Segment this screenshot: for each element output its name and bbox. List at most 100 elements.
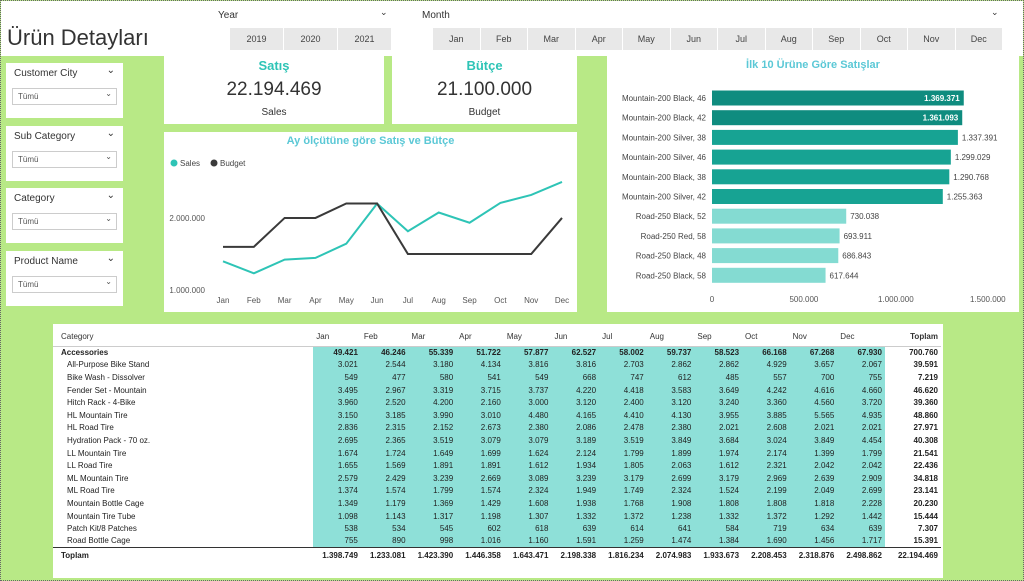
x-tick-label: Jul: [403, 296, 413, 305]
table-row[interactable]: Hitch Rack - 4-Bike3.9602.5204.2002.1603…: [53, 396, 941, 409]
table-cell: ML Mountain Tire: [53, 472, 313, 485]
table-row[interactable]: Mountain Tire Tube1.0981.1431.3171.1981.…: [53, 510, 941, 523]
table-cell: Bike Wash - Dissolver: [53, 371, 313, 384]
slicer-button[interactable]: Sep: [813, 28, 860, 50]
header-cell: Jun: [551, 328, 599, 346]
table-cell: 3.684: [694, 434, 742, 447]
legend-label: Budget: [220, 159, 246, 168]
table-row[interactable]: Bike Wash - Dissolver5494775805415496687…: [53, 371, 941, 384]
table-cell: 1.974: [694, 447, 742, 460]
slicer-button[interactable]: 2021: [338, 28, 391, 50]
slicer-button[interactable]: Jul: [718, 28, 765, 50]
table-row[interactable]: ML Mountain Tire2.5792.4293.2392.6693.08…: [53, 472, 941, 485]
dropdown-arrow: ⌄: [105, 152, 112, 161]
slicer-button[interactable]: Dec: [956, 28, 1003, 50]
table-cell: 1.717: [837, 535, 885, 548]
filter-dropdown[interactable]: Tümü⌄: [12, 213, 117, 230]
table-cell: 3.079: [456, 434, 504, 447]
table-cell: 1.624: [504, 447, 552, 460]
table-row[interactable]: LL Road Tire1.6551.5691.8911.8911.6121.9…: [53, 459, 941, 472]
y-tick-label: Mountain-200 Silver, 46: [622, 153, 707, 162]
table-cell: 3.495: [313, 384, 361, 397]
page-title: Ürün Detayları: [7, 25, 149, 51]
table-cell: Patch Kit/8 Patches: [53, 522, 313, 535]
table-cell: 1.317: [409, 510, 457, 523]
table-cell: 3.649: [694, 384, 742, 397]
table-row[interactable]: Hydration Pack - 70 oz.2.6952.3653.5193.…: [53, 434, 941, 447]
slicer-button[interactable]: May: [623, 28, 670, 50]
chart-title: İlk 10 Ürüne Göre Satışlar: [746, 58, 881, 71]
slicer-button[interactable]: Mar: [528, 28, 575, 50]
slicer-arrow: ⌄: [991, 7, 999, 18]
table-cell: 58.002: [599, 346, 647, 359]
filter-dropdown[interactable]: Tümü⌄: [12, 276, 117, 293]
table-row[interactable]: HL Mountain Tire3.1503.1853.9903.0104.48…: [53, 409, 941, 422]
table-cell: 602: [456, 522, 504, 535]
slicer-button[interactable]: 2020: [284, 28, 337, 50]
legend-marker: [171, 160, 178, 167]
table-row[interactable]: Road Bottle Cage7558909981.0161.1601.591…: [53, 535, 941, 548]
slicer-button[interactable]: Jun: [671, 28, 718, 50]
x-tick-label: Mar: [278, 296, 292, 305]
table-cell: 2.862: [694, 359, 742, 372]
table-cell: 48.860: [885, 409, 941, 422]
table-cell: 2.478: [599, 422, 647, 435]
table-row[interactable]: LL Mountain Tire1.6741.7241.6491.6991.62…: [53, 447, 941, 460]
table-cell: 55.339: [409, 346, 457, 359]
header-row: CategoryJanFebMarAprMayJunJulAugSepOctNo…: [53, 328, 941, 346]
filter-dropdown[interactable]: Tümü⌄: [12, 88, 117, 105]
table-cell: 2.324: [647, 485, 695, 498]
slicer-button[interactable]: Oct: [861, 28, 908, 50]
table-cell: 1.799: [409, 485, 457, 498]
table-cell: 1.655: [313, 459, 361, 472]
table-cell: 3.715: [456, 384, 504, 397]
table-row[interactable]: ML Road Tire1.3741.5741.7991.5742.3241.9…: [53, 485, 941, 498]
table-cell: 7.307: [885, 522, 941, 535]
slicer-button[interactable]: Feb: [481, 28, 528, 50]
table-cell: 3.000: [504, 396, 552, 409]
x-tick-label: 1.500.000: [970, 295, 1006, 304]
table-row[interactable]: All-Purpose Bike Stand3.0212.5443.1804.1…: [53, 359, 941, 372]
table-cell: 2.324: [504, 485, 552, 498]
table-cell: 3.519: [409, 434, 457, 447]
table-cell: 2.969: [742, 472, 790, 485]
table-cell: 1.938: [551, 497, 599, 510]
table-cell: 20.230: [885, 497, 941, 510]
table-cell: 3.239: [409, 472, 457, 485]
table-cell: Mountain Bottle Cage: [53, 497, 313, 510]
slicer-button[interactable]: Nov: [908, 28, 955, 50]
table-cell: 1.143: [361, 510, 409, 523]
slicer-button[interactable]: Jan: [433, 28, 480, 50]
bar: [712, 130, 958, 145]
table-cell: 58.523: [694, 346, 742, 359]
bar: [712, 248, 838, 263]
table-cell: 1.891: [456, 459, 504, 472]
table-cell: 1.369: [409, 497, 457, 510]
table-row[interactable]: Fender Set - Mountain3.4952.9673.3193.71…: [53, 384, 941, 397]
table-cell: 5.565: [790, 409, 838, 422]
table-row[interactable]: HL Road Tire2.8362.3152.1522.6732.3802.0…: [53, 422, 941, 435]
dropdown-arrow: ⌄: [105, 214, 112, 223]
table-row[interactable]: Accessories49.42146.24655.33951.72257.87…: [53, 346, 941, 359]
table-cell: 1.372: [599, 510, 647, 523]
table-cell: 21.541: [885, 447, 941, 460]
table-cell: 3.816: [551, 359, 599, 372]
table-row[interactable]: Mountain Bottle Cage1.3491.1791.3691.429…: [53, 497, 941, 510]
table-cell: 34.818: [885, 472, 941, 485]
table-row[interactable]: Patch Kit/8 Patches538534545602618639614…: [53, 522, 941, 535]
table-cell: Mountain Tire Tube: [53, 510, 313, 523]
slicer-button[interactable]: Aug: [766, 28, 813, 50]
table-cell: 1.349: [313, 497, 361, 510]
slicer-button[interactable]: Apr: [576, 28, 623, 50]
y-tick-label: Mountain-200 Silver, 38: [622, 133, 707, 142]
table-cell: 51.722: [456, 346, 504, 359]
table-cell: 7.219: [885, 371, 941, 384]
filter-dropdown[interactable]: Tümü⌄: [12, 151, 117, 168]
table-cell: 719: [742, 522, 790, 535]
table-cell: 1.612: [694, 459, 742, 472]
x-tick-label: 1.000.000: [878, 295, 914, 304]
header-cell: Oct: [742, 328, 790, 346]
table-cell: 15.444: [885, 510, 941, 523]
slicer-button[interactable]: 2019: [230, 28, 283, 50]
table-cell: 4.929: [742, 359, 790, 372]
